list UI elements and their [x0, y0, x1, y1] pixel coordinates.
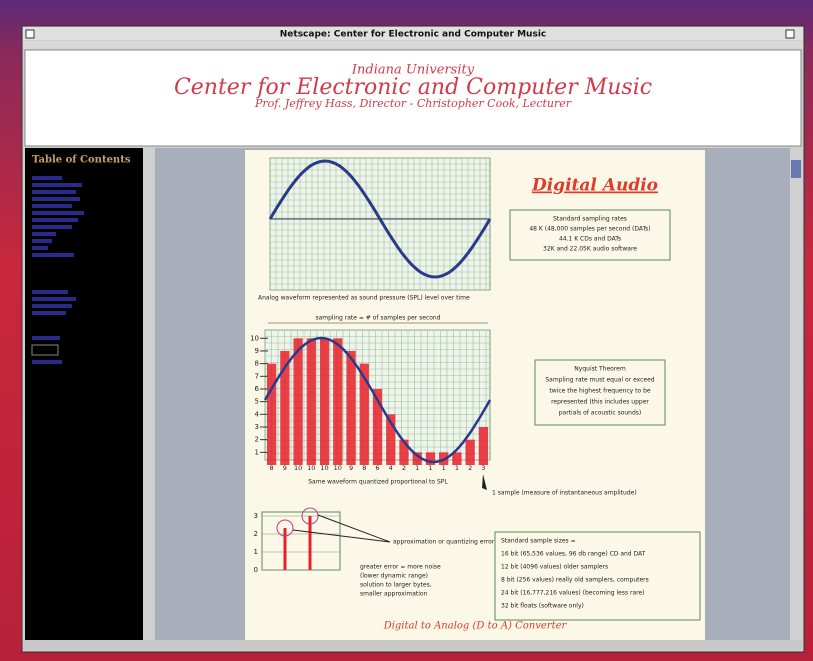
small-y-label: 1 — [254, 548, 258, 556]
sampling-rates-line: 32K and 22.05K audio software — [543, 246, 637, 253]
sample-label: 3 — [481, 464, 485, 472]
small-chart — [262, 512, 340, 570]
error-note: (lower dynamic range) — [360, 573, 428, 580]
sample-sizes-line: 32 bit floats (software only) — [501, 603, 584, 610]
sample-bar — [320, 338, 329, 465]
sample-bar — [333, 338, 342, 465]
sample-label: 9 — [283, 464, 287, 472]
sampling-rates-heading: Standard sampling rates — [553, 216, 627, 223]
sample-label: 1 — [428, 464, 432, 472]
y-tick-label: 5 — [255, 398, 259, 406]
screen: Netscape: Center for Electronic and Comp… — [0, 0, 813, 661]
sampling-label: sampling rate = # of samples per second — [315, 315, 440, 322]
sample-bar — [466, 440, 475, 465]
sample-bar — [267, 364, 276, 465]
converter-title: Digital to Analog (D to A) Converter — [383, 621, 568, 632]
y-tick-label: 10 — [250, 334, 259, 342]
y-tick-label: 4 — [255, 410, 260, 418]
sample-label: 8 — [362, 464, 366, 472]
sample-bar — [479, 427, 488, 465]
small-y-label: 2 — [254, 530, 258, 538]
status-bar — [23, 640, 803, 650]
sidebar-scrollbar[interactable] — [143, 148, 152, 640]
sample-bar — [293, 338, 302, 465]
zoom-box[interactable] — [786, 30, 794, 38]
y-tick-label: 1 — [255, 448, 259, 456]
sample-sizes-line: 8 bit (256 values) really old samplers, … — [501, 577, 649, 584]
nyquist-heading: Nyquist Theorem — [574, 366, 626, 373]
analog-caption: Analog waveform represented as sound pre… — [258, 295, 470, 302]
sidebar-heading: Table of Contents — [32, 155, 131, 166]
sample-label: 1 — [415, 464, 419, 472]
scroll-thumb[interactable] — [791, 160, 801, 178]
sample-bar — [307, 338, 316, 465]
error-note: greater error = more noise — [360, 564, 441, 571]
page-title: Digital Audio — [531, 176, 658, 196]
staff-line: Prof. Jeffrey Hass, Director - Christoph… — [254, 97, 572, 110]
sample-label: 4 — [389, 464, 393, 472]
y-tick-label: 7 — [255, 372, 259, 380]
small-y-label: 3 — [254, 512, 258, 520]
sample-sizes-line: 16 bit (65,536 values, 96 db range) CD a… — [501, 551, 646, 558]
content-scrollbar[interactable] — [790, 148, 802, 640]
y-tick-label: 8 — [255, 360, 259, 368]
sample-note: 1 sample (measure of instantaneous ampli… — [492, 490, 637, 497]
sample-bar — [346, 351, 355, 465]
small-y-label: 0 — [254, 566, 258, 574]
sampling-rates-line: 44.1 K CDs and DATs — [559, 236, 621, 243]
sample-label: 10 — [294, 464, 302, 472]
sample-label: 10 — [320, 464, 328, 472]
toolbar — [23, 41, 803, 49]
nyquist-line: partials of acoustic sounds) — [559, 410, 642, 417]
sample-label: 8 — [270, 464, 274, 472]
sample-sizes-line: 24 bit (16,777,216 values) (becoming les… — [501, 590, 645, 597]
y-tick-label: 3 — [255, 423, 259, 431]
sample-label: 10 — [334, 464, 342, 472]
error-note: solution to larger bytes, — [360, 582, 432, 589]
sampling-rates-line: 48 K (48,000 samples per second (DATs) — [529, 226, 650, 233]
sample-label: 9 — [349, 464, 353, 472]
browser-window: Netscape: Center for Electronic and Comp… — [0, 0, 813, 661]
nyquist-line: Sampling rate must equal or exceed — [545, 377, 654, 384]
window-title: Netscape: Center for Electronic and Comp… — [280, 30, 547, 40]
sample-label: 2 — [402, 464, 406, 472]
close-box[interactable] — [26, 30, 34, 38]
nyquist-line: twice the highest frequency to be — [549, 388, 650, 395]
error-label: approximation or quantizing error — [393, 539, 495, 546]
nyquist-line: represented (this includes upper — [551, 399, 649, 406]
sample-sizes-heading: Standard sample sizes = — [501, 538, 576, 545]
sample-label: 10 — [307, 464, 315, 472]
sample-label: 1 — [455, 464, 459, 472]
quantized-caption: Same waveform quantized proportional to … — [308, 479, 448, 486]
error-note: smaller approximation — [360, 591, 428, 598]
sample-sizes-line: 12 bit (4096 values) older samplers — [501, 564, 608, 571]
y-tick-label: 6 — [255, 385, 260, 393]
sample-label: 6 — [375, 464, 379, 472]
sample-label: 2 — [468, 464, 472, 472]
y-tick-label: 2 — [255, 436, 259, 444]
sample-label: 1 — [442, 464, 446, 472]
y-tick-label: 9 — [255, 347, 259, 355]
